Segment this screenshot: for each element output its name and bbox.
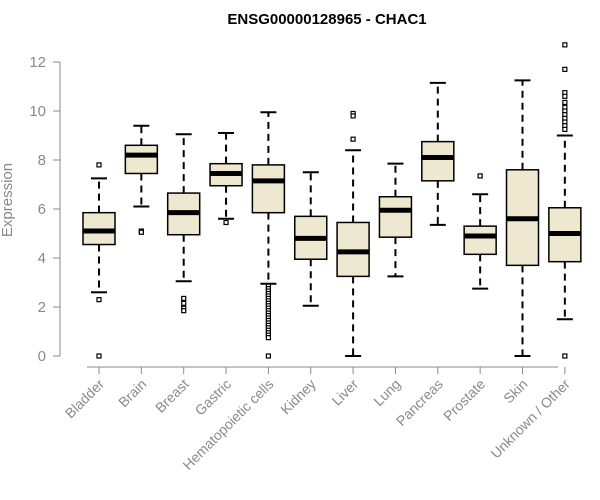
box-group bbox=[378, 162, 413, 278]
box-group bbox=[166, 133, 201, 314]
outlier-point bbox=[350, 113, 356, 119]
outlier-point bbox=[562, 353, 568, 359]
outlier-point bbox=[223, 219, 229, 226]
category-label: Skin bbox=[500, 376, 531, 407]
category-label: Liver bbox=[328, 376, 361, 409]
outlier-point bbox=[350, 136, 356, 142]
box-group bbox=[463, 173, 497, 290]
category-label: Kidney bbox=[277, 376, 319, 418]
outlier-point bbox=[562, 99, 568, 106]
boxes bbox=[82, 42, 582, 359]
chart-title: ENSG00000128965 - CHAC1 bbox=[227, 11, 426, 28]
outlier-point bbox=[477, 173, 483, 179]
y-tick-label: 2 bbox=[38, 299, 46, 316]
outlier-point bbox=[138, 229, 144, 235]
box-group bbox=[124, 124, 159, 235]
y-tick-label: 10 bbox=[29, 103, 46, 120]
category-label: Lung bbox=[370, 376, 403, 409]
y-tick-label: 8 bbox=[38, 152, 46, 169]
y-axis-label: Expression bbox=[0, 163, 16, 237]
y-tick-label: 4 bbox=[38, 250, 46, 267]
outlier-point bbox=[96, 353, 102, 359]
box-group bbox=[548, 42, 582, 359]
box-group bbox=[251, 111, 286, 359]
outlier-point bbox=[96, 297, 102, 303]
y-tick-label: 6 bbox=[38, 201, 46, 218]
outlier-point bbox=[265, 335, 271, 341]
outlier-point bbox=[265, 353, 271, 359]
outlier-point bbox=[562, 93, 568, 99]
category-label: Bladder bbox=[62, 376, 108, 422]
box-group bbox=[82, 162, 116, 359]
category-label: Pancreas bbox=[393, 376, 446, 429]
outlier-point bbox=[181, 295, 187, 302]
box-iqr bbox=[124, 144, 159, 175]
category-label: Breast bbox=[152, 376, 192, 416]
box-iqr bbox=[421, 140, 455, 182]
outlier-point bbox=[562, 126, 568, 132]
box-group bbox=[421, 81, 455, 226]
y-tick-label: 0 bbox=[38, 348, 46, 365]
category-label: Prostate bbox=[440, 376, 488, 424]
outlier-point bbox=[181, 300, 187, 306]
outlier-point bbox=[181, 308, 187, 314]
box-group bbox=[336, 110, 370, 357]
x-ticks bbox=[98, 367, 566, 374]
y-tick-label: 12 bbox=[29, 54, 46, 71]
box-iqr bbox=[463, 225, 497, 256]
y-ticks: 0 2 4 6 8 10 12 bbox=[29, 54, 60, 365]
outlier-point bbox=[96, 162, 102, 168]
category-label: Unknown / Other bbox=[487, 376, 573, 462]
box-group bbox=[209, 132, 243, 226]
box-group bbox=[294, 171, 328, 307]
box-iqr bbox=[251, 164, 286, 214]
outlier-point bbox=[562, 66, 568, 72]
box-group bbox=[505, 79, 540, 357]
box-iqr bbox=[378, 196, 413, 238]
outlier-point bbox=[562, 42, 568, 48]
category-label: Brain bbox=[115, 376, 149, 410]
